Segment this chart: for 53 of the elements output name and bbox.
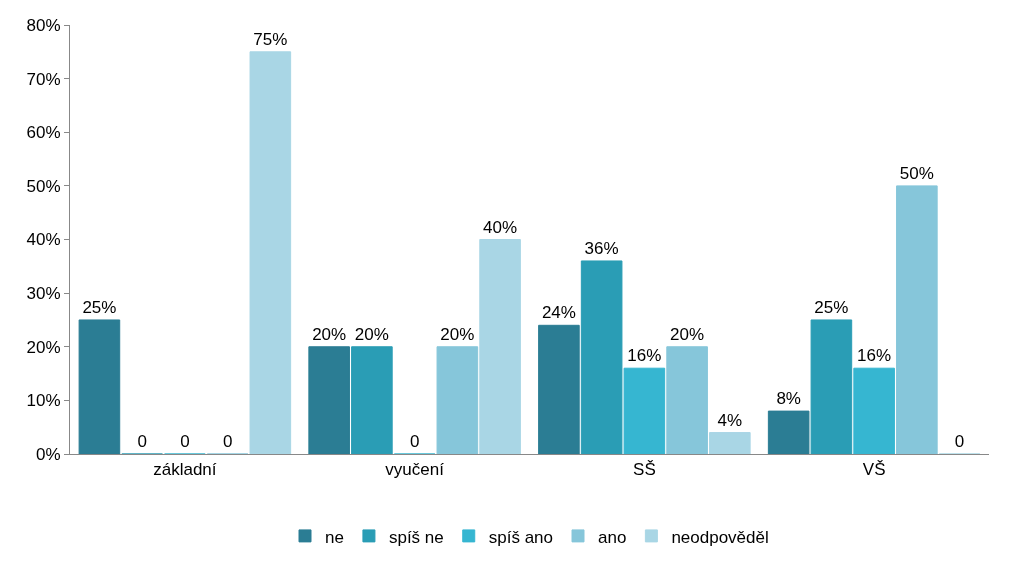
- data-label: 20%: [354, 324, 389, 344]
- data-label: 20%: [312, 324, 347, 344]
- y-tick-label: 0%: [36, 444, 61, 464]
- bar: [308, 346, 350, 454]
- bar: [709, 432, 751, 454]
- x-tick-label: vyučení: [385, 460, 445, 480]
- data-label: 0: [409, 432, 420, 451]
- bar: [666, 346, 708, 454]
- x-tick-label: VŠ: [862, 460, 886, 480]
- bar: [78, 319, 121, 454]
- data-label: 25%: [814, 297, 849, 317]
- data-label: 0: [137, 432, 147, 451]
- y-tick-label: 60%: [26, 123, 61, 143]
- legend-label: neodpověděl: [671, 527, 769, 547]
- legend-label: spíš ano: [488, 527, 553, 547]
- legend-label: ano: [598, 527, 627, 547]
- bar: [623, 367, 666, 454]
- y-tick-label: 30%: [26, 284, 61, 304]
- data-label: 24%: [541, 303, 576, 323]
- bar: [436, 346, 479, 454]
- bar: [538, 324, 580, 454]
- data-label: 0: [180, 432, 190, 451]
- y-tick-label: 80%: [26, 15, 61, 35]
- bar: [896, 185, 938, 454]
- legend-label: spíš ne: [388, 527, 444, 547]
- data-label: 50%: [899, 163, 934, 183]
- bar: [853, 367, 895, 454]
- legend-label: ne: [325, 527, 344, 547]
- data-label: 8%: [776, 389, 801, 409]
- y-tick-label: 70%: [26, 69, 61, 89]
- data-label: 25%: [82, 297, 117, 317]
- x-tick-label: SŠ: [633, 460, 656, 480]
- bar: [810, 319, 853, 454]
- bar: [351, 346, 393, 454]
- x-tick-label: základní: [153, 460, 217, 480]
- data-label: 20%: [440, 324, 475, 344]
- y-tick-label: 10%: [26, 391, 61, 411]
- data-label: 0: [954, 432, 965, 451]
- data-label: 36%: [584, 238, 619, 258]
- data-label: 75%: [253, 29, 288, 49]
- y-tick-label: 40%: [26, 230, 61, 250]
- data-label: 40%: [483, 217, 518, 237]
- bar: [767, 410, 810, 454]
- data-label: 20%: [670, 324, 705, 344]
- data-label: 16%: [627, 346, 662, 366]
- data-label: 0: [222, 432, 233, 451]
- y-tick-label: 20%: [26, 337, 61, 357]
- data-label: 4%: [717, 410, 743, 430]
- bar: [479, 239, 521, 454]
- y-tick-label: 50%: [26, 176, 61, 196]
- bar: [249, 51, 292, 454]
- bar: [580, 260, 623, 454]
- data-label: 16%: [857, 346, 892, 366]
